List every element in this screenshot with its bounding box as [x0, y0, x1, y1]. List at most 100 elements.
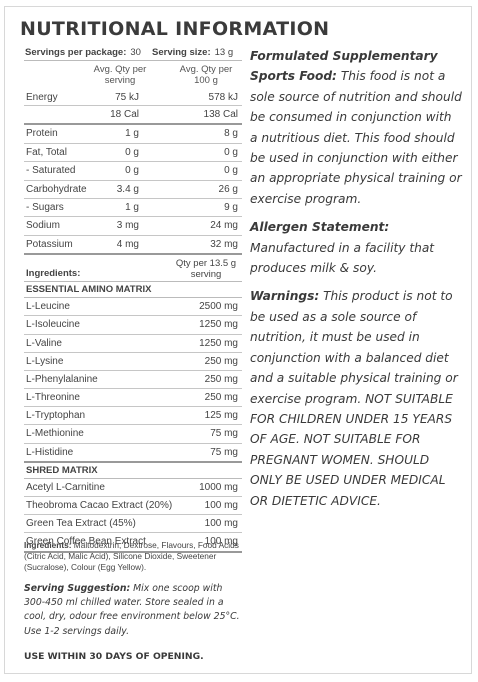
ingredient-row: Theobroma Cacao Extract (20%) 100 mg: [24, 497, 242, 516]
warnings-label: Warnings:: [250, 289, 320, 304]
ingredients-list-text: Maltodextrin, Dextrose, Flavours, Food A…: [24, 540, 239, 572]
ingredient-name: L-Threonine: [26, 392, 80, 404]
nutrient-row: 18 Cal 138 Cal: [24, 106, 242, 126]
serving-size-label: Serving size:: [152, 47, 211, 58]
ingredient-qty: 125 mg: [204, 410, 238, 422]
warnings-statement: Warnings: This product is not to be used…: [250, 286, 462, 510]
ingredient-qty: 75 mg: [210, 446, 238, 458]
warnings-text: This product is not to be used as a sole…: [250, 289, 458, 508]
nutrient-row: Potassium 4 mg 32 mg: [24, 236, 242, 256]
nutrient-per-100g: 138 Cal: [203, 109, 238, 120]
ingredient-qty: 1000 mg: [199, 481, 238, 493]
nutrient-per-serving: 0 g: [125, 146, 139, 158]
nutrient-name: Carbohydrate: [26, 183, 87, 195]
nutrient-per-100g: 8 g: [224, 128, 238, 140]
serving-suggestion: Serving Suggestion: Mix one scoop with 3…: [24, 582, 240, 639]
nutrient-per-100g: 578 kJ: [208, 92, 238, 103]
ingredient-row: L-Methionine 75 mg: [24, 425, 242, 444]
ingredient-qty: 250 mg: [204, 392, 238, 404]
ingredient-name: Green Coffee Bean Extract: [26, 536, 146, 548]
nutrient-per-100g: 32 mg: [210, 238, 238, 250]
ingredient-row: L-Tryptophan 125 mg: [24, 407, 242, 426]
nutrient-row: - Sugars 1 g 9 g: [24, 199, 242, 218]
shred-matrix-heading: SHRED MATRIX: [24, 463, 242, 479]
nutrient-name: Sodium: [26, 220, 60, 232]
ingredients-header: Ingredients: Qty per 13.5 g serving: [24, 255, 242, 283]
nutrient-name: Energy: [26, 92, 58, 103]
formulated-label: Formulated Supplementary Sports Food:: [250, 49, 438, 84]
nutrient-per-serving: 75 kJ: [115, 92, 139, 103]
ingredients-list: Ingredients: Maltodextrin, Dextrose, Fla…: [24, 540, 240, 573]
ingredient-name: L-Histidine: [26, 446, 74, 458]
ingredient-row: L-Isoleucine 1250 mg: [24, 316, 242, 335]
nutrient-row: Fat, Total 0 g 0 g: [24, 144, 242, 163]
use-within-notice: USE WITHIN 30 DAYS OF OPENING.: [24, 651, 204, 662]
allergen-statement: Allergen Statement: Manufactured in a fa…: [250, 217, 462, 278]
column-per-serving: Avg. Qty per serving: [93, 64, 147, 86]
ingredient-qty: 100 mg: [204, 518, 238, 530]
label-border: [4, 6, 472, 674]
ingredient-row: L-Histidine 75 mg: [24, 444, 242, 463]
ingredient-qty: 100 mg: [204, 500, 238, 511]
nutrient-per-100g: 0 g: [224, 146, 238, 158]
shred-matrix-table: Acetyl L-Carnitine 1000 mg Theobroma Cacao…: [24, 479, 242, 553]
nutrient-per-serving: 1 g: [125, 201, 139, 213]
formulated-statement: Formulated Supplementary Sports Food: Th…: [250, 46, 462, 209]
nutrient-per-serving: 3.4 g: [116, 183, 139, 195]
nutrient-per-100g: 26 g: [218, 183, 238, 195]
nutrient-per-100g: 0 g: [224, 165, 238, 177]
allergen-label: Allergen Statement:: [250, 220, 390, 235]
serving-suggestion-label: Serving Suggestion:: [24, 583, 131, 594]
nutrient-table: Energy 75 kJ 578 kJ 18 Cal 138 Cal Protein 1 g…: [24, 89, 242, 256]
ingredient-qty: 250 mg: [204, 355, 238, 367]
nutrient-row: - Saturated 0 g 0 g: [24, 162, 242, 181]
statements-column: Formulated Supplementary Sports Food: Th…: [250, 46, 462, 519]
ingredient-qty: 1250 mg: [199, 319, 238, 331]
nutrient-per-serving: 4 mg: [116, 238, 139, 250]
ingredient-row: L-Leucine 2500 mg: [24, 298, 242, 317]
nutrient-per-serving: 18 Cal: [110, 109, 139, 120]
ingredient-name: L-Isoleucine: [26, 319, 80, 331]
ingredient-name: L-Leucine: [26, 301, 70, 313]
nutrient-per-serving: 0 g: [125, 165, 139, 177]
ingredient-name: Acetyl L-Carnitine: [26, 481, 105, 493]
nutrient-row: Energy 75 kJ 578 kJ: [24, 89, 242, 106]
nutrient-per-serving: 1 g: [125, 128, 139, 140]
ingredient-qty: 100 mg: [204, 536, 238, 548]
formulated-text: This food is not a sole source of nutrit…: [250, 69, 462, 206]
ingredient-row: Acetyl L-Carnitine 1000 mg: [24, 479, 242, 497]
amino-matrix-title: ESSENTIAL AMINO MATRIX: [26, 284, 152, 296]
shred-matrix-title: SHRED MATRIX: [26, 464, 98, 476]
ingredient-row: L-Valine 1250 mg: [24, 335, 242, 353]
ingredient-row: L-Lysine 250 mg: [24, 353, 242, 371]
ingredient-qty: 75 mg: [210, 428, 238, 440]
servings-row: Servings per package: 30 Serving size: 13 …: [24, 44, 242, 61]
serving-suggestion-text: Mix one scoop with 300-450 ml chilled wa…: [24, 583, 240, 637]
ingredient-row: Green Tea Extract (45%) 100 mg: [24, 515, 242, 534]
nutrient-per-100g: 24 mg: [210, 220, 238, 232]
ingredient-name: L-Tryptophan: [26, 410, 86, 422]
nutrient-per-100g: 9 g: [224, 201, 238, 213]
ingredients-header-label: Ingredients:: [26, 268, 81, 280]
column-per-100g: Avg. Qty per 100 g: [179, 64, 233, 86]
servings-per-package-label: Servings per package:: [25, 47, 127, 58]
nutrient-name: Potassium: [26, 238, 73, 250]
ingredient-qty: 250 mg: [204, 373, 238, 385]
nutrient-row: Carbohydrate 3.4 g 26 g: [24, 181, 242, 199]
allergen-text: Manufactured in a facility that produces…: [250, 240, 435, 276]
ingredient-name: L-Methionine: [26, 428, 84, 440]
ingredient-name: Theobroma Cacao Extract (20%): [26, 500, 173, 511]
ingredient-name: L-Phenylalanine: [26, 373, 98, 385]
page-title: NUTRITIONAL INFORMATION: [20, 18, 330, 40]
amino-matrix-table: L-Leucine 2500 mg L-Isoleucine 1250 mg L-Val…: [24, 298, 242, 463]
ingredient-row: Green Coffee Bean Extract 100 mg: [24, 533, 242, 553]
nutrient-per-serving: 3 mg: [116, 220, 139, 232]
ingredient-qty: 2500 mg: [199, 301, 238, 313]
ingredient-name: L-Lysine: [26, 355, 64, 367]
nutrition-column-headers: Avg. Qty per serving Avg. Qty per 100 g: [24, 61, 242, 89]
ingredient-row: L-Threonine 250 mg: [24, 389, 242, 408]
nutrient-name: Protein: [26, 128, 58, 140]
ingredient-row: L-Phenylalanine 250 mg: [24, 371, 242, 390]
nutrient-row: Protein 1 g 8 g: [24, 125, 242, 144]
nutrient-name: - Sugars: [26, 201, 64, 213]
